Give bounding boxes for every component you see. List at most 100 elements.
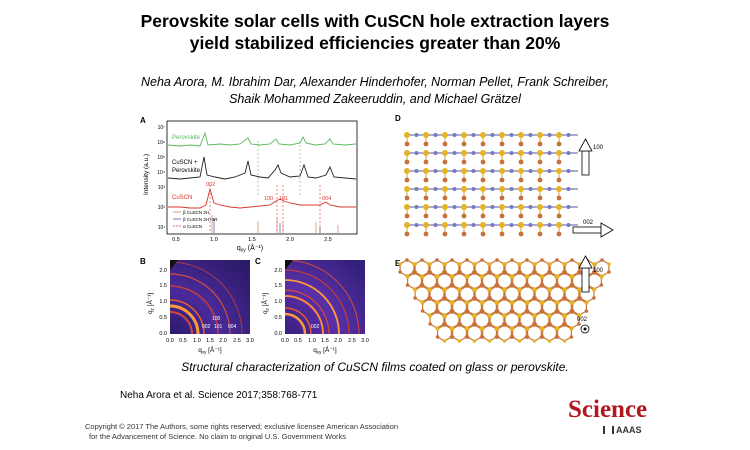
c-ytick-4: 0.5 bbox=[274, 315, 282, 321]
lattice-atom bbox=[540, 310, 544, 314]
copper-atom bbox=[423, 159, 429, 165]
panel-c-letter: C bbox=[255, 257, 261, 266]
sulfur-atom bbox=[423, 204, 429, 210]
sulfur-atom bbox=[537, 168, 543, 174]
b-xtick-4: 1.5 bbox=[206, 338, 214, 344]
nitrogen-atom bbox=[471, 151, 476, 155]
lattice-atom bbox=[495, 284, 499, 288]
lattice-atom bbox=[525, 335, 530, 339]
a-ytick-1: 10⁷ bbox=[158, 125, 166, 131]
lattice-atom bbox=[503, 314, 507, 318]
nitrogen-atom bbox=[528, 133, 533, 137]
copper-atom bbox=[537, 195, 543, 201]
lattice-atom bbox=[420, 275, 425, 279]
c-ytick-1: 2.0 bbox=[274, 268, 282, 274]
sulfur-atom bbox=[518, 150, 524, 156]
lattice-atom bbox=[569, 327, 574, 331]
copper-atom bbox=[537, 141, 543, 147]
copper-atom bbox=[404, 195, 410, 201]
b-x-axis-label: qxy [Å⁻¹] bbox=[198, 345, 222, 355]
lattice-atom bbox=[577, 297, 582, 301]
nitrogen-atom bbox=[452, 169, 457, 173]
lattice-atom bbox=[495, 258, 499, 262]
b-peak-004: 004 bbox=[228, 324, 237, 330]
nitrogen-atom bbox=[414, 223, 419, 227]
lattice-atom bbox=[435, 327, 440, 331]
sulfur-atom bbox=[442, 132, 448, 138]
c-xtick-4: 1.5 bbox=[321, 338, 329, 344]
panel-d-crystal-structure: D 100 002 bbox=[395, 114, 614, 238]
nitrogen-atom bbox=[566, 133, 571, 137]
lattice-atom bbox=[503, 288, 507, 292]
sulfur-atom bbox=[423, 150, 429, 156]
nitrogen-atom bbox=[509, 223, 514, 227]
lattice-atom bbox=[570, 284, 574, 288]
e-arrow-002-label: 002 bbox=[577, 317, 588, 323]
nitrogen-atom bbox=[547, 205, 552, 209]
panel-e-letter: E bbox=[395, 259, 401, 268]
sulfur-atom bbox=[442, 150, 448, 156]
lattice-atom bbox=[510, 327, 515, 331]
lattice-atom bbox=[450, 310, 454, 314]
lattice-atom bbox=[607, 270, 611, 274]
nitrogen-atom bbox=[528, 223, 533, 227]
sulfur-atom bbox=[556, 222, 562, 228]
copper-atom bbox=[499, 195, 505, 201]
c-ytick-2: 1.5 bbox=[274, 283, 282, 289]
copper-atom bbox=[423, 231, 429, 237]
lattice-atom bbox=[540, 327, 545, 331]
c-xtick-3: 1.0 bbox=[308, 338, 316, 344]
nitrogen-atom bbox=[452, 133, 457, 137]
lattice-atom bbox=[443, 262, 447, 266]
lattice-atom bbox=[442, 323, 447, 327]
lattice-atom bbox=[569, 335, 574, 339]
lattice-atom bbox=[533, 314, 537, 318]
lattice-atom bbox=[465, 301, 470, 305]
nitrogen-atom bbox=[414, 205, 419, 209]
copper-atom bbox=[480, 159, 486, 165]
sulfur-atom bbox=[556, 150, 562, 156]
nitrogen-atom bbox=[490, 187, 495, 191]
copper-atom bbox=[423, 177, 429, 183]
sulfur-atom bbox=[442, 204, 448, 210]
nitrogen-atom bbox=[452, 223, 457, 227]
e-arrow-100: 100 bbox=[578, 255, 604, 293]
nitrogen-atom bbox=[433, 151, 438, 155]
lattice-atom bbox=[480, 284, 484, 288]
nitrogen-atom bbox=[509, 151, 514, 155]
panel-a-x-ticks: 0.5 1.0 1.5 2.0 2.5 bbox=[172, 237, 332, 243]
lattice-atom bbox=[570, 310, 574, 314]
lattice-atom bbox=[450, 258, 454, 262]
lattice-atom bbox=[510, 301, 515, 305]
c-ytick-3: 1.0 bbox=[274, 299, 282, 305]
lattice-atom bbox=[435, 301, 440, 305]
lattice-atom bbox=[592, 296, 596, 300]
lattice-atom bbox=[540, 258, 544, 262]
e-arrow-002: 002 bbox=[577, 317, 590, 334]
panel-e-hexagonal-lattice: E 100 002 bbox=[395, 255, 611, 343]
lattice-atom bbox=[525, 258, 529, 262]
lattice-atom bbox=[547, 297, 552, 301]
title-line-2: yield stabilized efficiencies greater th… bbox=[189, 33, 561, 53]
cuscn-spectrum bbox=[168, 187, 356, 209]
sulfur-atom bbox=[442, 222, 448, 228]
figure-caption: Structural characterization of CuSCN fil… bbox=[181, 360, 569, 374]
lattice-atom bbox=[562, 271, 567, 275]
lattice-atom bbox=[547, 339, 552, 343]
sulfur-atom bbox=[442, 186, 448, 192]
lattice-atom bbox=[525, 301, 530, 305]
nitrogen-atom bbox=[509, 133, 514, 137]
lattice-atom bbox=[517, 297, 522, 301]
lattice-atom bbox=[495, 275, 500, 279]
lattice-atom bbox=[600, 258, 604, 262]
series-label-cuscn-plus: CuSCN + bbox=[172, 160, 198, 166]
lattice-atom bbox=[450, 275, 455, 279]
dashed-guides bbox=[209, 185, 321, 233]
lattice-atom bbox=[413, 296, 417, 300]
lattice-atom bbox=[472, 297, 477, 301]
lattice-atom bbox=[427, 271, 432, 275]
c-y-axis-label: qz [Å⁻¹] bbox=[260, 293, 270, 314]
copper-atom bbox=[461, 159, 467, 165]
lattice-atom bbox=[592, 288, 596, 292]
lattice-atom bbox=[555, 275, 560, 279]
